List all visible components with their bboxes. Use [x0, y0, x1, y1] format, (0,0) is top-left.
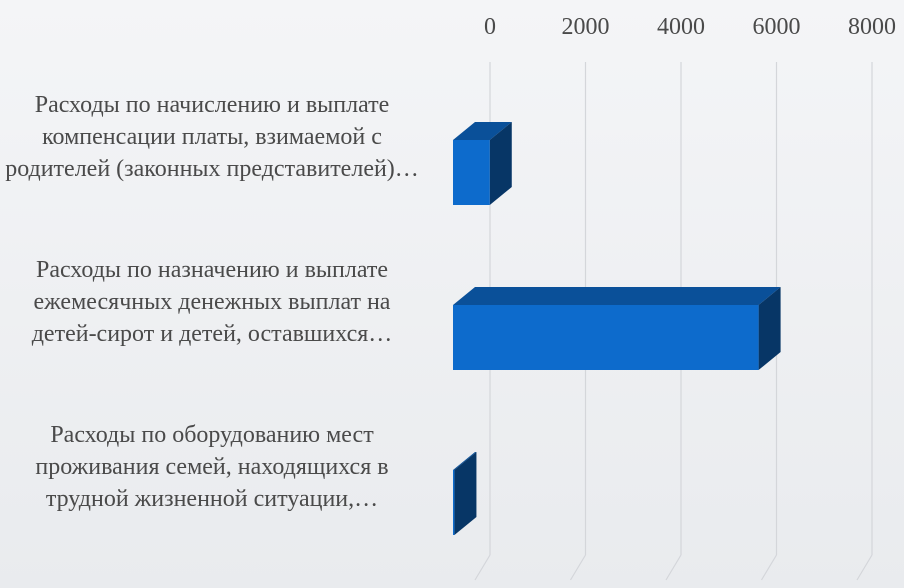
grid-floor-line — [665, 554, 682, 581]
bar — [453, 287, 781, 370]
x-tick-label: 4000 — [657, 14, 705, 40]
grid-floor-line — [474, 554, 491, 581]
grid-floor-line — [856, 554, 873, 581]
y-tick-label: Расходы по оборудованию мест проживания … — [35, 421, 389, 512]
bar-side — [454, 452, 477, 535]
bar-front — [453, 305, 759, 370]
bar-front — [453, 470, 455, 535]
bar-top — [453, 452, 477, 470]
grid-floor-line — [569, 554, 587, 581]
bar-side — [489, 122, 512, 205]
x-tick-label: 0 — [484, 14, 496, 40]
x-tick-label: 6000 — [753, 14, 801, 40]
bar-top — [453, 122, 512, 140]
bar-top — [453, 287, 781, 305]
y-tick-label: Расходы по назначению и выплате ежемесяч… — [31, 256, 393, 347]
bar — [453, 122, 512, 205]
bar-front — [453, 140, 490, 205]
y-tick-label: Расходы по начислению и выплате компенса… — [5, 91, 419, 182]
x-tick-label: 8000 — [848, 14, 896, 40]
x-tick-label: 2000 — [562, 14, 610, 40]
grid-floor-line — [760, 554, 778, 581]
bar — [453, 452, 477, 535]
bar-side — [758, 287, 781, 370]
